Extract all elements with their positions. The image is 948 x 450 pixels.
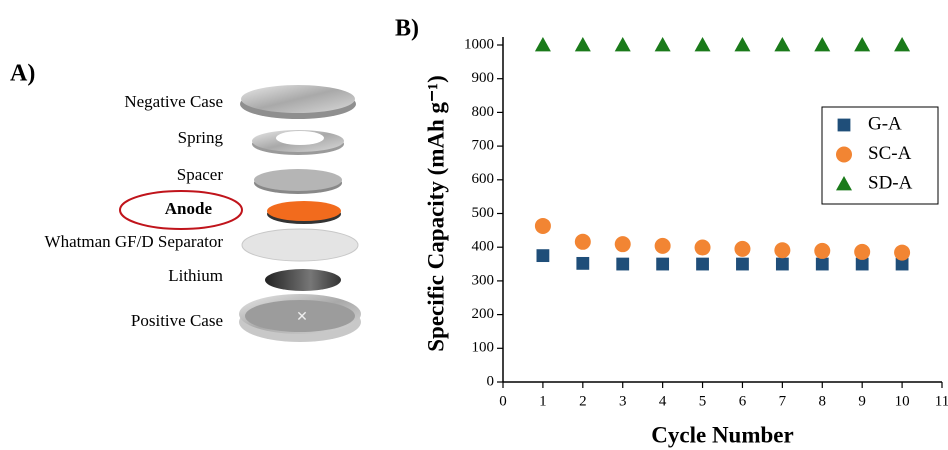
y-tick-label: 300 [472,272,495,288]
x-axis-title: Cycle Number [651,422,793,447]
x-tick-label: 11 [935,393,948,409]
marker [656,257,670,271]
y-axis-title: Specific Capacity (mAh g⁻¹) [423,75,448,351]
legend-label: SD-A [868,172,913,193]
marker [694,37,711,52]
x-tick-label: 7 [779,393,787,409]
marker [774,37,791,52]
marker [894,37,911,52]
marker [736,257,749,271]
marker [536,249,550,263]
x-tick-label: 2 [579,393,587,409]
marker [814,37,831,52]
marker [836,146,852,163]
x-tick-label: 4 [659,393,667,409]
layer-label: Whatman GF/D Separator [45,232,224,251]
x-tick-label: 8 [819,393,827,409]
layer-label: Negative Case [124,92,223,111]
marker [534,37,551,52]
y-tick-label: 600 [472,171,495,187]
y-tick-label: 500 [472,205,495,221]
marker [616,257,630,271]
y-tick-label: 100 [472,340,495,356]
svg-text:✕: ✕ [296,310,308,325]
marker [574,233,591,250]
y-tick-label: 800 [472,104,495,120]
marker [814,242,831,259]
y-tick-label: 700 [472,138,495,154]
x-tick-label: 6 [739,393,747,409]
marker [734,37,751,52]
x-tick-label: 10 [895,393,910,409]
marker [775,257,789,271]
layer-label: Lithium [168,266,223,285]
y-tick-label: 200 [472,306,495,322]
marker [774,242,791,259]
marker [815,257,829,271]
marker [614,236,631,253]
x-tick-label: 9 [858,393,866,409]
marker [854,243,871,260]
marker [576,256,590,270]
layer-label: Spacer [177,165,224,184]
legend-label: G-A [868,113,902,134]
marker [614,37,631,52]
marker [654,37,671,52]
highlight-ring [119,190,243,230]
marker [694,239,711,256]
marker [837,118,851,132]
panel-label: A) [10,61,35,87]
marker [696,257,709,271]
y-tick-label: 1000 [464,36,494,52]
marker [574,37,591,52]
marker [836,176,852,191]
marker [854,37,871,52]
marker [654,237,671,254]
panel-a: A) Negative Case Spring Spacer Anode Wha… [10,61,361,342]
x-tick-label: 0 [499,393,507,409]
marker [894,244,911,261]
x-tick-label: 5 [699,393,707,409]
x-tick-label: 3 [619,393,627,409]
panel-label: B) [395,16,419,42]
marker [895,257,909,271]
layer-label: Anode [165,199,213,218]
y-tick-label: 900 [472,70,495,86]
marker [855,257,869,271]
y-tick-label: 0 [487,373,495,389]
cell-parts: ✕ [239,85,361,342]
y-tick-label: 400 [472,239,495,255]
marker [734,240,751,257]
marker [534,217,551,234]
layer-label: Positive Case [131,311,223,330]
x-tick-label: 1 [539,393,547,409]
layer-label: Spring [178,128,224,147]
legend-label: SC-A [868,143,912,164]
